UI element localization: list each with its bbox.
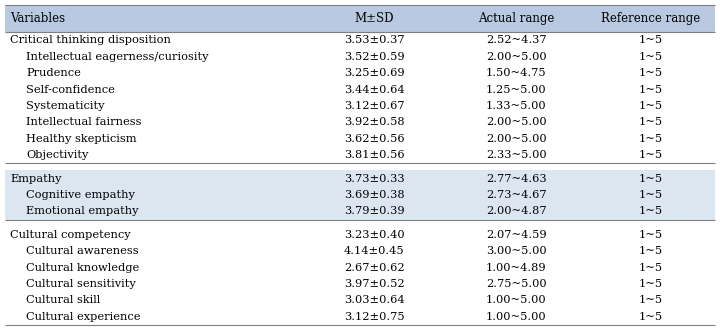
Bar xyxy=(5,49,715,65)
Text: 2.73~4.67: 2.73~4.67 xyxy=(486,190,546,200)
Text: 2.52~4.37: 2.52~4.37 xyxy=(486,35,546,45)
Text: Prudence: Prudence xyxy=(27,68,81,78)
Text: 1~5: 1~5 xyxy=(639,68,663,78)
Text: 3.52±0.59: 3.52±0.59 xyxy=(344,52,405,62)
Text: 1~5: 1~5 xyxy=(639,101,663,111)
Text: 1.00~5.00: 1.00~5.00 xyxy=(486,295,546,305)
Text: 3.23±0.40: 3.23±0.40 xyxy=(344,230,405,240)
Bar xyxy=(5,276,715,292)
Bar xyxy=(5,259,715,276)
Text: Intellectual fairness: Intellectual fairness xyxy=(27,117,142,128)
Text: 2.00~5.00: 2.00~5.00 xyxy=(486,134,546,144)
Text: Reference range: Reference range xyxy=(601,12,701,25)
Bar xyxy=(5,65,715,81)
Text: 3.69±0.38: 3.69±0.38 xyxy=(344,190,405,200)
Bar xyxy=(5,147,715,164)
Text: Emotional empathy: Emotional empathy xyxy=(27,206,139,216)
Text: 1~5: 1~5 xyxy=(639,52,663,62)
Text: 1~5: 1~5 xyxy=(639,279,663,289)
Text: 1~5: 1~5 xyxy=(639,230,663,240)
Text: 1~5: 1~5 xyxy=(639,206,663,216)
Text: 1.00~5.00: 1.00~5.00 xyxy=(486,312,546,322)
Text: 2.77~4.63: 2.77~4.63 xyxy=(486,173,546,183)
Bar xyxy=(5,203,715,219)
Bar xyxy=(5,98,715,114)
Text: 1~5: 1~5 xyxy=(639,85,663,95)
Text: 4.14±0.45: 4.14±0.45 xyxy=(344,246,405,256)
Text: 1.25~5.00: 1.25~5.00 xyxy=(486,85,546,95)
Text: Objectivity: Objectivity xyxy=(27,150,89,160)
Text: 1.00~4.89: 1.00~4.89 xyxy=(486,263,546,273)
Text: 1~5: 1~5 xyxy=(639,263,663,273)
Text: 3.25±0.69: 3.25±0.69 xyxy=(344,68,405,78)
Bar xyxy=(5,243,715,259)
Text: 3.03±0.64: 3.03±0.64 xyxy=(344,295,405,305)
Bar xyxy=(5,164,715,170)
Text: 1~5: 1~5 xyxy=(639,117,663,128)
Text: 1.33~5.00: 1.33~5.00 xyxy=(486,101,546,111)
Bar xyxy=(5,5,715,32)
Text: 3.53±0.37: 3.53±0.37 xyxy=(344,35,405,45)
Text: Empathy: Empathy xyxy=(10,173,61,183)
Text: 1~5: 1~5 xyxy=(639,312,663,322)
Bar xyxy=(5,227,715,243)
Text: M±SD: M±SD xyxy=(354,12,394,25)
Bar xyxy=(5,114,715,131)
Bar xyxy=(5,131,715,147)
Bar xyxy=(5,170,715,187)
Text: 2.00~5.00: 2.00~5.00 xyxy=(486,117,546,128)
Text: 1~5: 1~5 xyxy=(639,190,663,200)
Text: 2.07~4.59: 2.07~4.59 xyxy=(486,230,546,240)
Text: Variables: Variables xyxy=(10,12,65,25)
Bar xyxy=(5,187,715,203)
Text: 2.67±0.62: 2.67±0.62 xyxy=(344,263,405,273)
Text: 1~5: 1~5 xyxy=(639,150,663,160)
Text: Cultural experience: Cultural experience xyxy=(27,312,141,322)
Text: 2.00~4.87: 2.00~4.87 xyxy=(486,206,546,216)
Text: 2.75~5.00: 2.75~5.00 xyxy=(486,279,546,289)
Text: Cultural awareness: Cultural awareness xyxy=(27,246,139,256)
Text: Intellectual eagerness/curiosity: Intellectual eagerness/curiosity xyxy=(27,52,209,62)
Text: 3.73±0.33: 3.73±0.33 xyxy=(344,173,405,183)
Text: 3.97±0.52: 3.97±0.52 xyxy=(344,279,405,289)
Bar xyxy=(5,309,715,325)
Text: 1~5: 1~5 xyxy=(639,173,663,183)
Text: 1~5: 1~5 xyxy=(639,246,663,256)
Text: 1.50~4.75: 1.50~4.75 xyxy=(486,68,546,78)
Text: Cultural knowledge: Cultural knowledge xyxy=(27,263,140,273)
Bar xyxy=(5,32,715,49)
Text: Cognitive empathy: Cognitive empathy xyxy=(27,190,135,200)
Text: 1~5: 1~5 xyxy=(639,295,663,305)
Text: 3.81±0.56: 3.81±0.56 xyxy=(344,150,405,160)
Text: Cultural skill: Cultural skill xyxy=(27,295,101,305)
Text: 1~5: 1~5 xyxy=(639,35,663,45)
Text: 3.44±0.64: 3.44±0.64 xyxy=(344,85,405,95)
Text: 2.00~5.00: 2.00~5.00 xyxy=(486,52,546,62)
Bar xyxy=(5,219,715,227)
Text: Critical thinking disposition: Critical thinking disposition xyxy=(10,35,171,45)
Text: 2.33~5.00: 2.33~5.00 xyxy=(486,150,546,160)
Text: Self-confidence: Self-confidence xyxy=(27,85,115,95)
Text: Systematicity: Systematicity xyxy=(27,101,105,111)
Text: 1~5: 1~5 xyxy=(639,134,663,144)
Bar xyxy=(5,81,715,98)
Text: Actual range: Actual range xyxy=(478,12,554,25)
Text: 3.12±0.67: 3.12±0.67 xyxy=(344,101,405,111)
Text: Cultural competency: Cultural competency xyxy=(10,230,130,240)
Text: 3.79±0.39: 3.79±0.39 xyxy=(344,206,405,216)
Bar xyxy=(5,292,715,309)
Text: 3.62±0.56: 3.62±0.56 xyxy=(344,134,405,144)
Text: 3.92±0.58: 3.92±0.58 xyxy=(344,117,405,128)
Text: 3.00~5.00: 3.00~5.00 xyxy=(486,246,546,256)
Text: 3.12±0.75: 3.12±0.75 xyxy=(344,312,405,322)
Text: Cultural sensitivity: Cultural sensitivity xyxy=(27,279,136,289)
Text: Healthy skepticism: Healthy skepticism xyxy=(27,134,137,144)
